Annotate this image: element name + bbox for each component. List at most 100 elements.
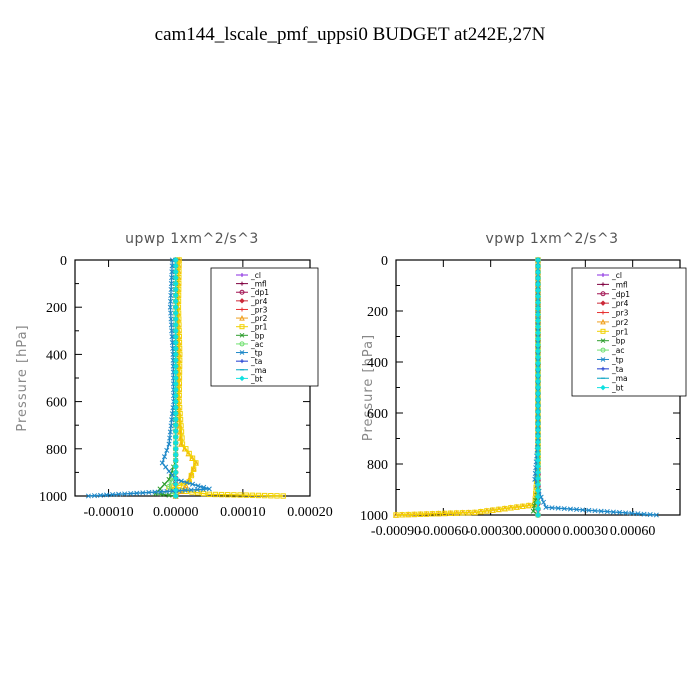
y-tick-label: 1000 bbox=[360, 509, 388, 524]
legend-item-bt: _bt bbox=[597, 384, 624, 393]
data-point bbox=[496, 506, 502, 513]
data-point bbox=[172, 392, 179, 399]
data-point bbox=[535, 366, 541, 373]
legend-label: _cl bbox=[250, 271, 261, 280]
legend: _cl_mfl_dp1_pr4_pr3_pr2_pr1_bp_ac_tp_ta_… bbox=[210, 267, 319, 387]
legend-item-cl: _cl bbox=[236, 271, 261, 280]
data-point bbox=[172, 386, 179, 393]
data-point bbox=[429, 511, 436, 517]
legend-item-pr4: _pr4 bbox=[597, 299, 629, 308]
data-point bbox=[411, 511, 417, 518]
data-point bbox=[535, 469, 541, 476]
data-point bbox=[169, 257, 175, 263]
legend-marker bbox=[600, 384, 606, 391]
legend-marker bbox=[601, 273, 605, 277]
data-point bbox=[168, 281, 174, 287]
data-point bbox=[172, 439, 179, 446]
data-point bbox=[514, 504, 520, 510]
data-point bbox=[169, 275, 175, 281]
data-point bbox=[128, 490, 134, 497]
data-point bbox=[169, 417, 175, 423]
data-point bbox=[168, 316, 174, 322]
y-tick-label: 600 bbox=[367, 407, 388, 422]
legend-marker bbox=[240, 307, 244, 312]
data-point bbox=[172, 463, 179, 470]
legend-item-cl: _cl bbox=[597, 271, 622, 280]
data-point bbox=[535, 323, 541, 330]
data-point bbox=[178, 429, 185, 435]
data-point bbox=[535, 299, 541, 306]
data-point bbox=[435, 510, 442, 517]
data-point bbox=[535, 257, 541, 263]
legend-label: _ma bbox=[611, 374, 628, 383]
data-point bbox=[194, 487, 200, 493]
legend-label: _dp1 bbox=[611, 290, 630, 299]
data-point bbox=[540, 499, 547, 505]
legend-marker bbox=[240, 273, 244, 277]
data-point bbox=[441, 510, 448, 517]
x-tick-label: 0.00000 bbox=[153, 505, 199, 520]
data-point bbox=[535, 287, 541, 294]
data-point bbox=[168, 322, 174, 328]
data-point bbox=[169, 263, 175, 269]
x-tick-label: -0.00010 bbox=[83, 505, 133, 520]
panels: upwp 1xm^2/s^3 Pressure [hPa] 0 200 400 600 80… bbox=[15, 231, 687, 539]
data-point bbox=[172, 434, 179, 440]
data-point bbox=[104, 492, 110, 498]
y-tick-label: 200 bbox=[46, 301, 67, 316]
series-line bbox=[395, 260, 539, 516]
data-point bbox=[157, 486, 163, 492]
data-point bbox=[172, 310, 179, 317]
data-point bbox=[535, 281, 541, 288]
legend-label: _pr1 bbox=[611, 327, 629, 336]
data-point bbox=[535, 269, 541, 276]
legend-marker bbox=[240, 281, 244, 286]
data-point bbox=[478, 508, 484, 515]
legend-label: _bp bbox=[250, 331, 265, 340]
legend-label: _ma bbox=[250, 366, 267, 375]
data-point bbox=[172, 268, 179, 275]
chart-panel-1: upwp 1xm^2/s^3 Pressure [hPa] 0 200 400 600 80… bbox=[15, 231, 333, 520]
data-point bbox=[543, 504, 549, 510]
data-point bbox=[172, 363, 179, 370]
legend-item-pr2: _pr2 bbox=[236, 314, 268, 323]
y-tick-label: 800 bbox=[367, 458, 388, 473]
x-tick-label: 0.00000 bbox=[515, 524, 561, 539]
legend-marker bbox=[601, 366, 605, 371]
data-point bbox=[535, 311, 541, 318]
legend-marker bbox=[601, 282, 605, 287]
legend-label: _dp1 bbox=[250, 288, 269, 297]
x-tick-label: 0.00010 bbox=[220, 505, 266, 520]
data-point bbox=[167, 429, 173, 435]
data-point bbox=[535, 457, 541, 464]
legend-item-mfl: _mfl bbox=[597, 280, 628, 289]
data-point bbox=[166, 483, 172, 490]
data-point bbox=[535, 293, 541, 300]
legend-label: _ac bbox=[250, 340, 263, 349]
panel-title: vpwp 1xm^2/s^3 bbox=[485, 231, 618, 247]
y-tick-label: 1000 bbox=[39, 490, 67, 505]
legend-item-mfl: _mfl bbox=[236, 280, 267, 289]
data-point bbox=[641, 511, 647, 517]
data-point bbox=[535, 275, 541, 282]
data-point bbox=[179, 441, 186, 447]
series-bt bbox=[172, 257, 179, 499]
legend-marker bbox=[600, 318, 606, 325]
data-point bbox=[635, 511, 641, 517]
data-point bbox=[255, 492, 262, 499]
data-point bbox=[188, 472, 195, 479]
data-point bbox=[172, 286, 179, 293]
series-pr2 bbox=[392, 256, 542, 518]
data-point bbox=[447, 510, 454, 516]
legend-label: _ta bbox=[611, 365, 623, 374]
legend-label: _ac bbox=[611, 346, 624, 355]
data-point bbox=[172, 445, 179, 452]
data-point bbox=[535, 421, 541, 427]
legend-label: _bt bbox=[250, 374, 263, 383]
data-point bbox=[535, 481, 541, 488]
data-point bbox=[231, 492, 237, 498]
data-point bbox=[530, 508, 536, 514]
data-point bbox=[535, 348, 541, 354]
data-point bbox=[535, 372, 541, 379]
data-point bbox=[561, 506, 567, 512]
